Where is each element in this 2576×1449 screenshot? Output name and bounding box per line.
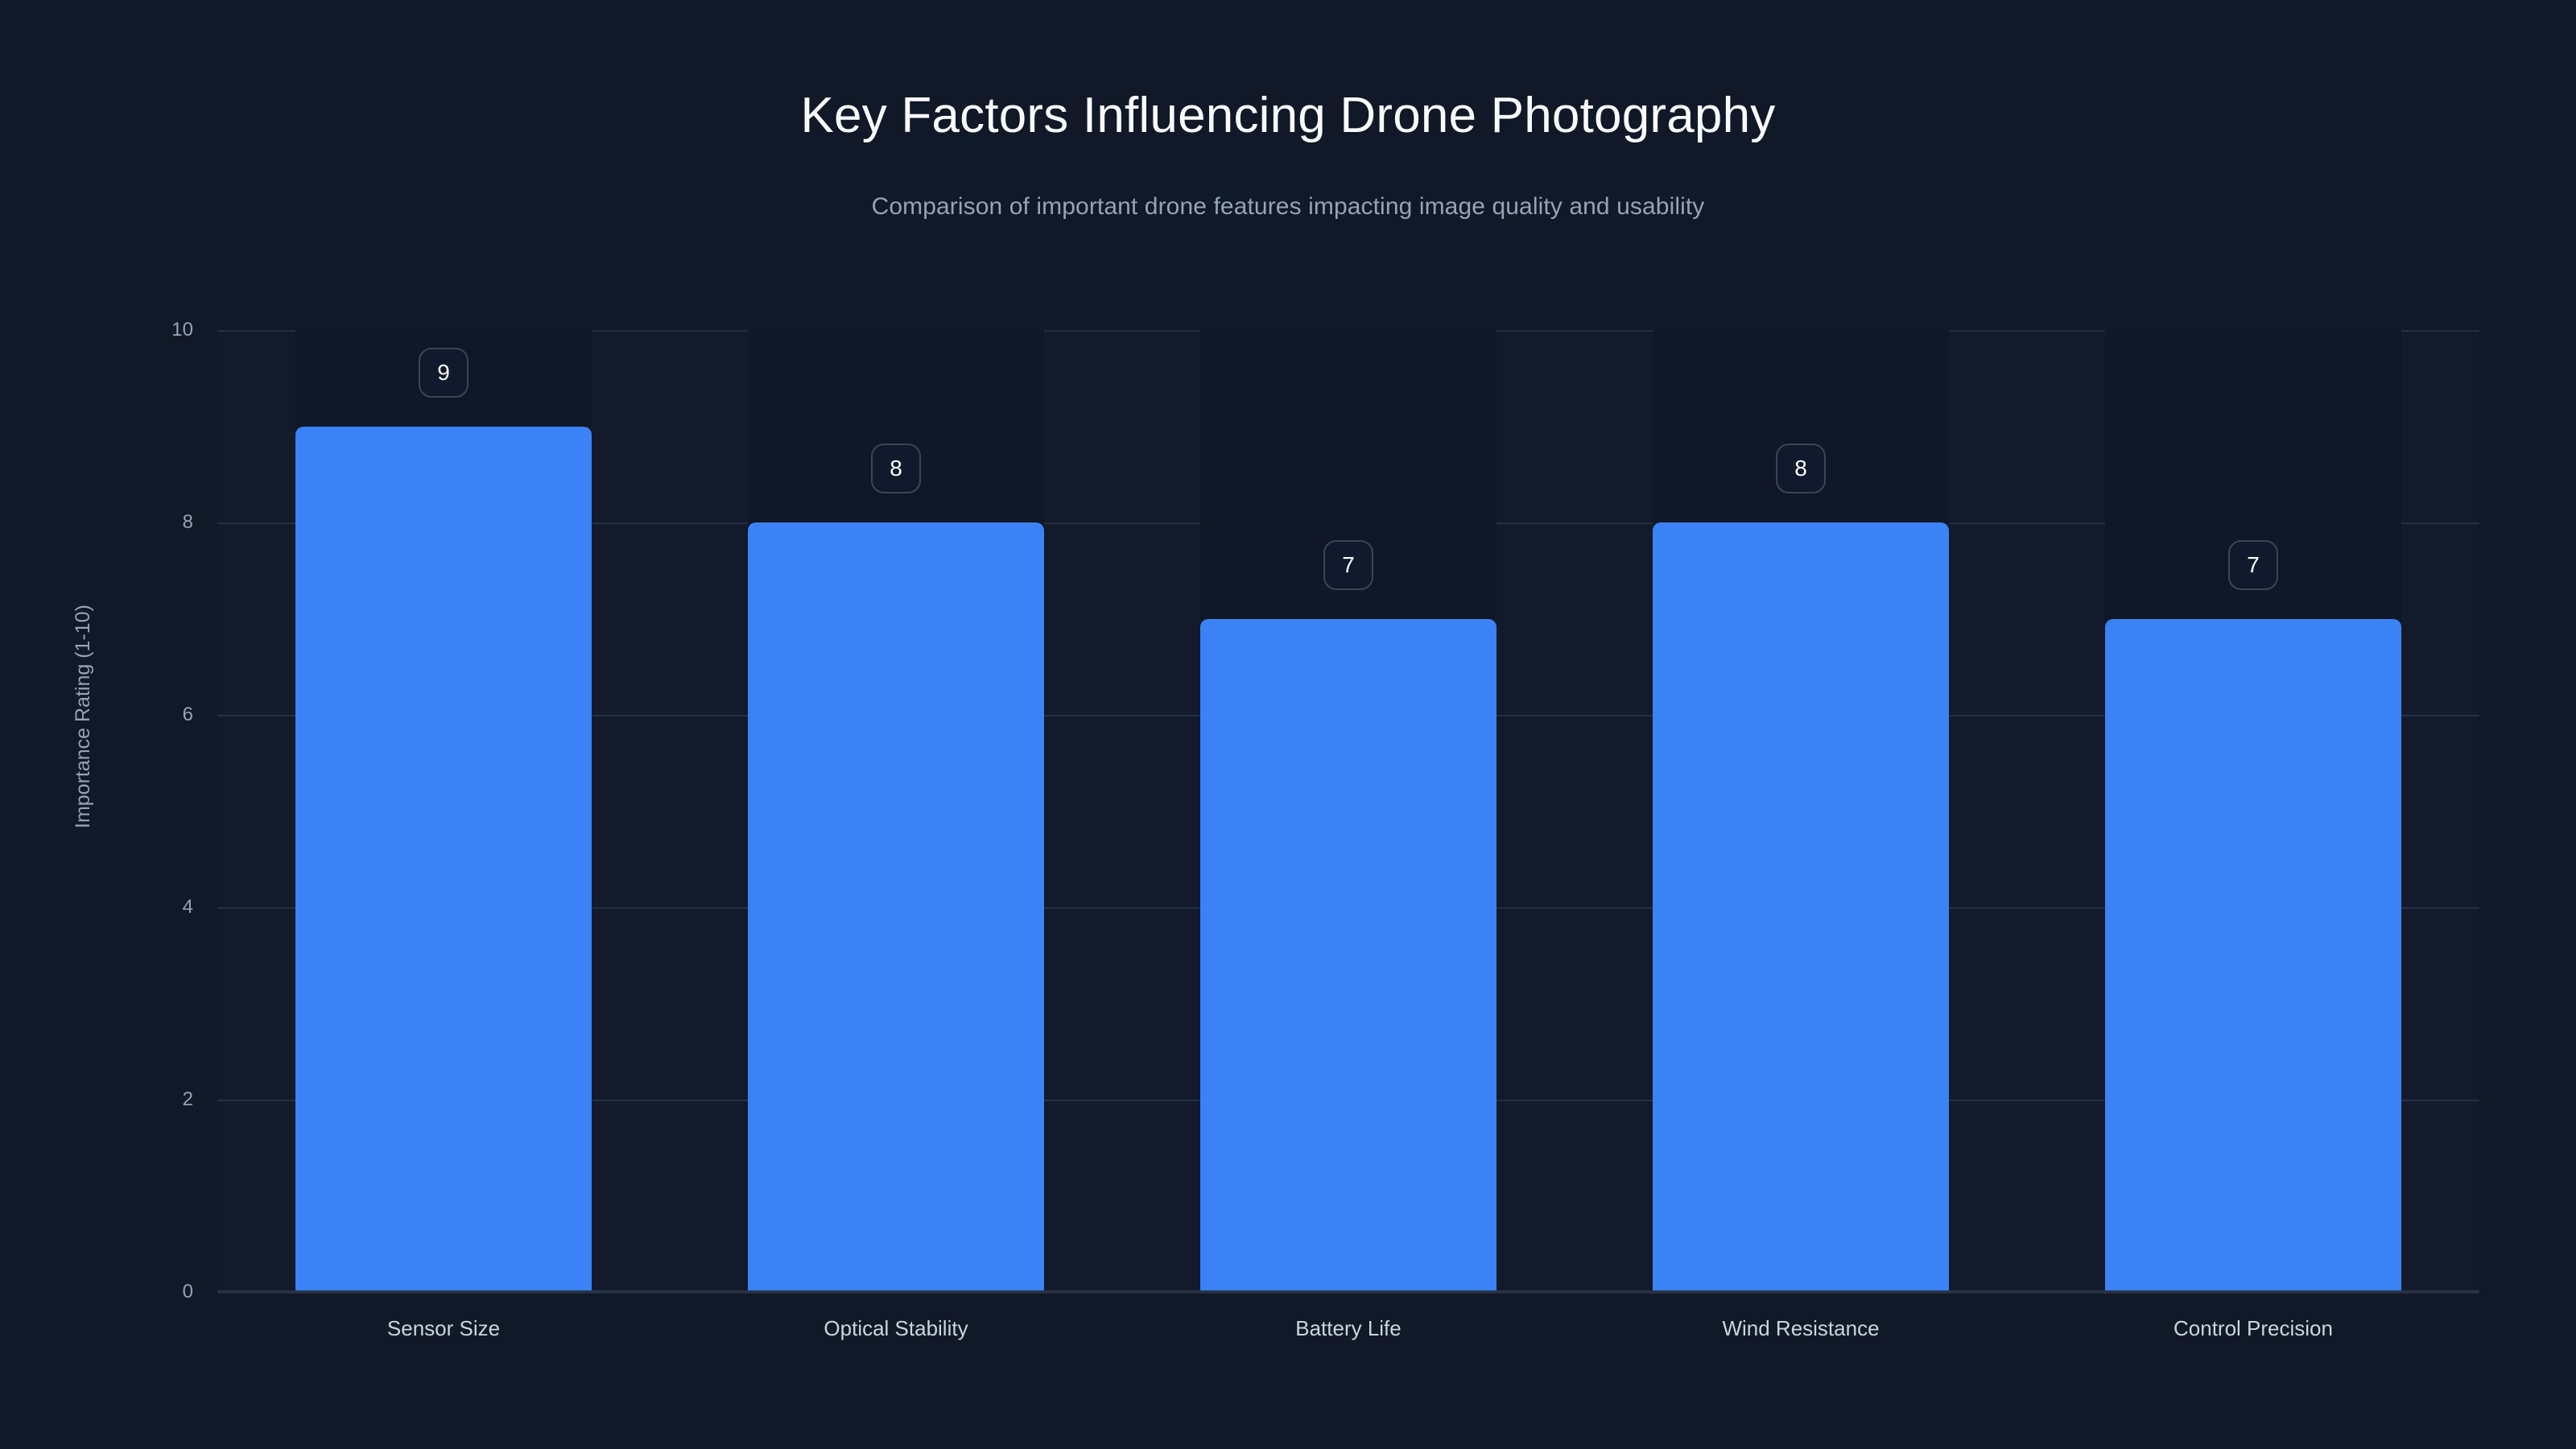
x-axis-line bbox=[217, 1290, 2479, 1292]
bar[interactable] bbox=[2104, 618, 2402, 1292]
bar-value-badge: 7 bbox=[2228, 539, 2278, 590]
x-axis-tick-label: Control Precision bbox=[2174, 1316, 2333, 1340]
chart-title: Key Factors Influencing Drone Photograph… bbox=[800, 88, 1776, 143]
x-axis-tick-label: Optical Stability bbox=[824, 1316, 968, 1340]
gridline bbox=[217, 1292, 2479, 1294]
bar-slot[interactable]: 7 bbox=[2027, 330, 2479, 1292]
bar[interactable] bbox=[295, 426, 592, 1292]
x-axis-tick-label: Battery Life bbox=[1295, 1316, 1402, 1340]
y-axis-tick-label: 10 bbox=[171, 319, 193, 341]
bar-value-badge: 7 bbox=[1323, 539, 1373, 590]
bar[interactable] bbox=[747, 522, 1045, 1292]
bar-slot[interactable]: 9 bbox=[217, 330, 670, 1292]
chart-subtitle: Comparison of important drone features i… bbox=[871, 193, 1705, 221]
bar-slot[interactable]: 7 bbox=[1122, 330, 1575, 1292]
x-axis-tick-label: Wind Resistance bbox=[1722, 1316, 1880, 1340]
bar-value-badge: 9 bbox=[419, 347, 469, 398]
bar-slot[interactable]: 8 bbox=[670, 330, 1122, 1292]
y-axis-tick-label: 6 bbox=[182, 704, 193, 725]
y-axis-tick-label: 2 bbox=[182, 1088, 193, 1110]
bar[interactable] bbox=[1652, 522, 1950, 1292]
x-axis-tick-label: Sensor Size bbox=[386, 1316, 501, 1340]
bar-slot[interactable]: 8 bbox=[1575, 330, 2027, 1292]
y-axis-tick-label: 8 bbox=[182, 511, 193, 533]
chart-header: Key Factors Influencing Drone Photograph… bbox=[0, 0, 2576, 221]
bar[interactable] bbox=[1199, 618, 1497, 1292]
plot-area: 9 8 7 8 7 bbox=[217, 330, 2479, 1294]
y-axis-title: Importance Rating (1-10) bbox=[72, 605, 94, 828]
bar-value-badge: 8 bbox=[1776, 444, 1826, 493]
bar-value-badge: 8 bbox=[871, 444, 921, 493]
y-axis-tick-label: 4 bbox=[182, 896, 193, 918]
y-axis-tick-label: 0 bbox=[182, 1281, 193, 1302]
